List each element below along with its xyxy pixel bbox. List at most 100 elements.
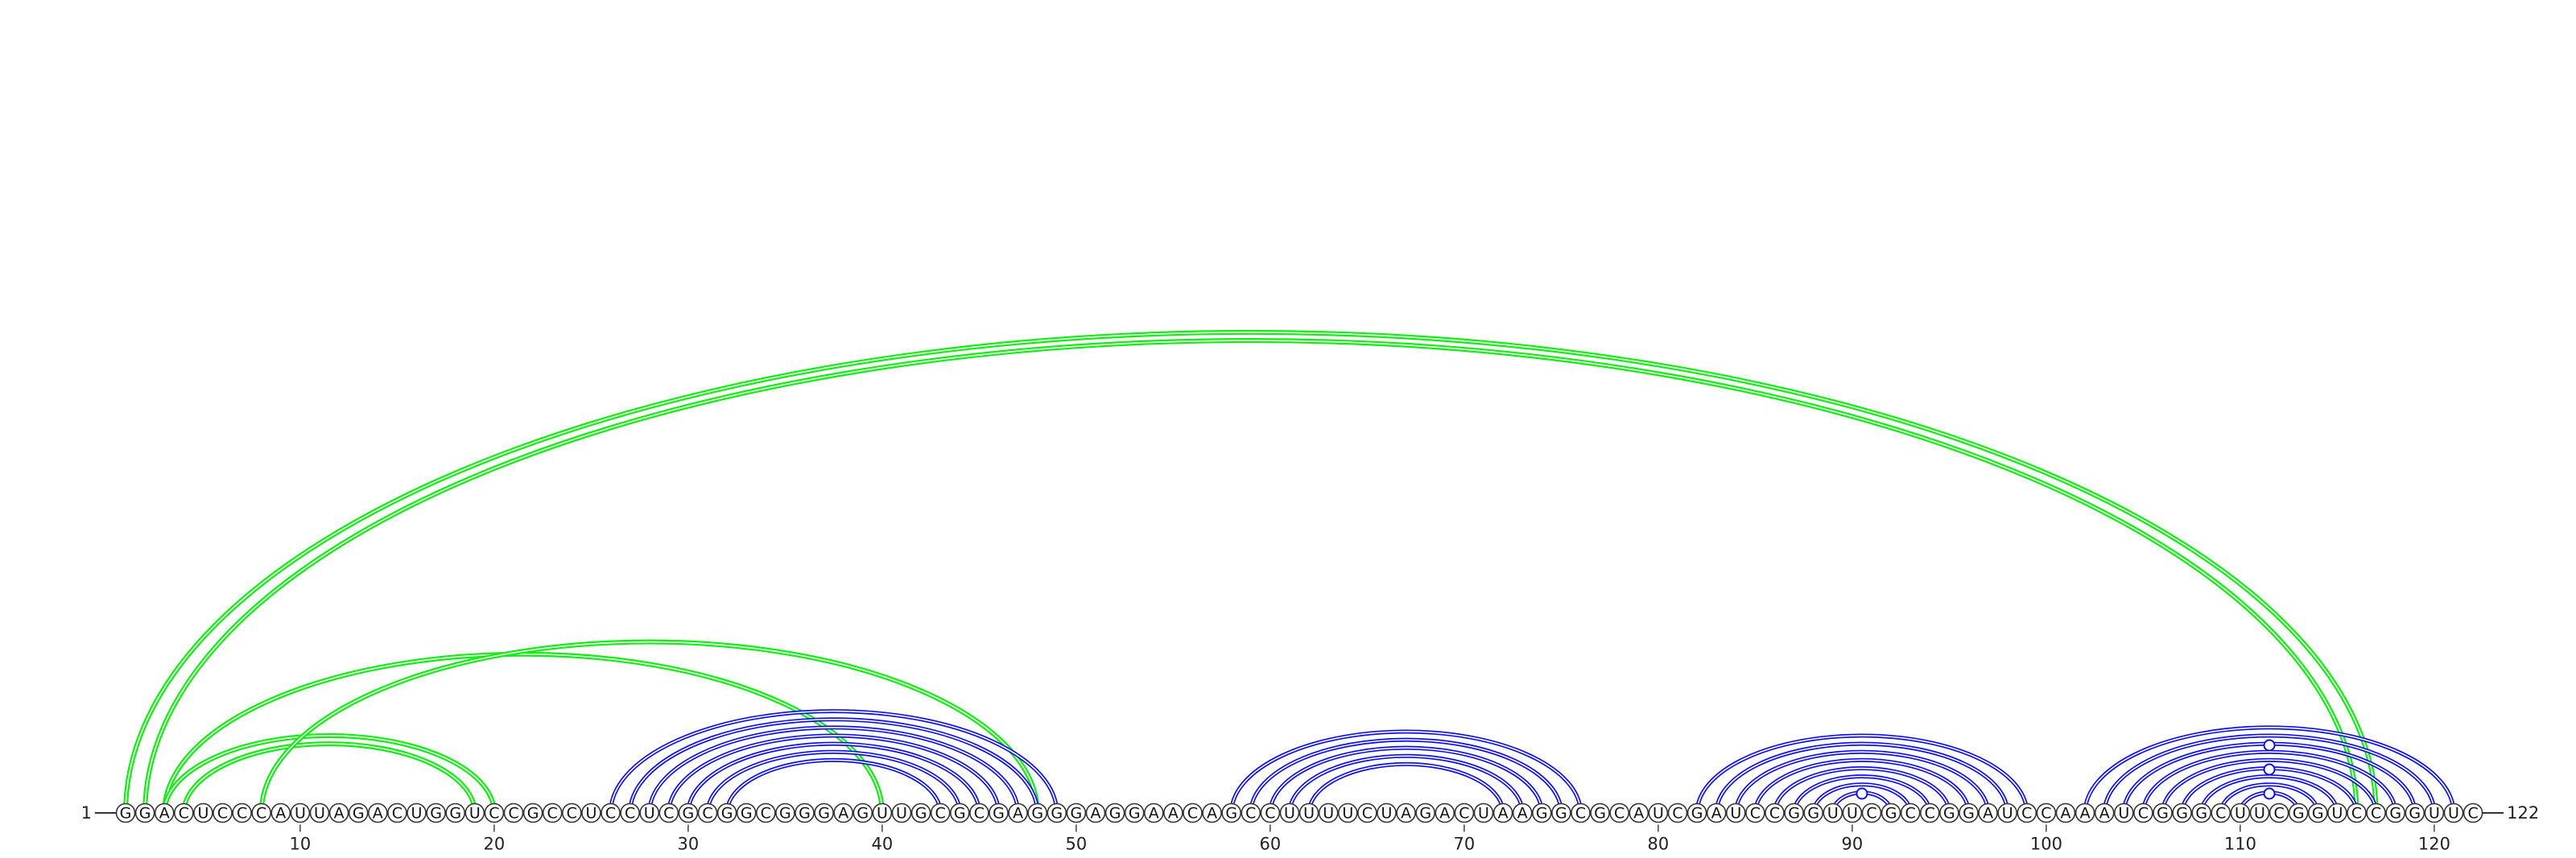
nucleotide-letter: C bbox=[237, 805, 247, 823]
tick-label: 60 bbox=[1260, 835, 1282, 854]
nucleotide-circle bbox=[290, 802, 311, 823]
nucleotide: C bbox=[2366, 802, 2386, 823]
nucleotide: A bbox=[367, 802, 388, 823]
nucleotide-letter: A bbox=[1168, 805, 1179, 823]
nucleotide: G bbox=[2385, 802, 2405, 823]
nucleotide: C bbox=[755, 802, 776, 823]
nucleotide-letter: C bbox=[1362, 805, 1373, 823]
nucleotide-circle bbox=[1298, 802, 1319, 823]
nucleotide-circle bbox=[2036, 802, 2057, 823]
nucleotide-letter: G bbox=[1807, 805, 1819, 823]
nucleotide-letter: G bbox=[1536, 805, 1548, 823]
nucleotide-circle bbox=[1027, 802, 1047, 823]
nucleotide-letter: U bbox=[2002, 805, 2013, 823]
nucleotide-letter: C bbox=[1614, 805, 1624, 823]
tick-label: 70 bbox=[1454, 835, 1476, 854]
base-pair-arc-inner bbox=[726, 759, 941, 814]
nucleotide-circle bbox=[930, 802, 951, 823]
nucleotide: C bbox=[2347, 802, 2367, 823]
nucleotide-letter: U bbox=[877, 805, 888, 823]
nucleotide: G bbox=[1590, 802, 1610, 823]
nucleotide-letter: G bbox=[1885, 805, 1897, 823]
nucleotide-circle bbox=[1959, 802, 1979, 823]
nucleotide-circle bbox=[891, 802, 912, 823]
nucleotide: G bbox=[1880, 802, 1901, 823]
nucleotide: A bbox=[1144, 802, 1164, 823]
nucleotide: G bbox=[2308, 802, 2328, 823]
nucleotide-letter: G bbox=[741, 805, 753, 823]
nucleotide-circle bbox=[2230, 802, 2251, 823]
nucleotide-circle bbox=[658, 802, 679, 823]
nucleotide-circle bbox=[1571, 802, 1591, 823]
nucleotide: U bbox=[1823, 802, 1843, 823]
nucleotide-circle bbox=[464, 802, 485, 823]
nucleotide: U bbox=[1377, 802, 1397, 823]
nucleotide-letter: A bbox=[1498, 805, 1509, 823]
nucleotide: U bbox=[193, 802, 213, 823]
nucleotide-letter: U bbox=[1323, 805, 1334, 823]
arc-marker-circle bbox=[2263, 739, 2276, 752]
nucleotide-circle bbox=[1338, 802, 1358, 823]
nucleotide-letter: A bbox=[1207, 805, 1217, 823]
nucleotide-letter: G bbox=[1225, 805, 1237, 823]
nucleotide: U bbox=[1298, 802, 1319, 823]
nucleotide: G bbox=[1686, 802, 1707, 823]
nucleotide-circle bbox=[852, 802, 873, 823]
nucleotide-circle bbox=[1551, 802, 1571, 823]
nucleotide-letter: A bbox=[1013, 805, 1023, 823]
nucleotide-circle bbox=[1008, 802, 1028, 823]
end-index-label: 122 bbox=[2507, 803, 2539, 823]
nucleotide-letter: A bbox=[1091, 805, 1101, 823]
nucleotide: A bbox=[270, 802, 291, 823]
nucleotide-letter: A bbox=[1711, 805, 1722, 823]
nucleotide-circle bbox=[1590, 802, 1610, 823]
nucleotide: A bbox=[328, 802, 349, 823]
base-pair-arc-inner bbox=[1696, 735, 2028, 814]
nucleotide-circle bbox=[1880, 802, 1901, 823]
base-pair-arc bbox=[1229, 729, 1583, 814]
tick-label: 20 bbox=[484, 835, 506, 854]
nucleotide-circle bbox=[736, 802, 757, 823]
nucleotide: G bbox=[2153, 802, 2173, 823]
nucleotide: C bbox=[697, 802, 718, 823]
nucleotide: U bbox=[309, 802, 330, 823]
nucleotide: A bbox=[2094, 802, 2115, 823]
nucleotide-letter: C bbox=[2273, 805, 2284, 823]
nucleotide-letter: A bbox=[1439, 805, 1450, 823]
nucleotide-letter: G bbox=[527, 805, 539, 823]
nucleotide-circle bbox=[795, 802, 815, 823]
nucleotide-circle bbox=[1183, 802, 1203, 823]
nucleotide-circle bbox=[2211, 802, 2231, 823]
nucleotide: G bbox=[115, 802, 136, 823]
nucleotide-circle bbox=[1920, 802, 1940, 823]
nucleotide-letter: G bbox=[799, 805, 811, 823]
nucleotide: G bbox=[1124, 802, 1145, 823]
nucleotide: U bbox=[1726, 802, 1746, 823]
nucleotide: G bbox=[775, 802, 795, 823]
nucleotide-letter: C bbox=[625, 805, 635, 823]
nucleotide-circle bbox=[1667, 802, 1688, 823]
nucleotide-circle bbox=[1765, 802, 1785, 823]
nucleotide-circle bbox=[426, 802, 446, 823]
nucleotide-circle bbox=[2114, 802, 2134, 823]
tick-label: 90 bbox=[1842, 835, 1864, 854]
arc-marker-circle bbox=[2263, 763, 2276, 776]
nucleotide: C bbox=[2133, 802, 2153, 823]
nucleotide-circle bbox=[2268, 802, 2289, 823]
nucleotide-letter: G bbox=[1129, 805, 1141, 823]
nucleotide-circle bbox=[1415, 802, 1435, 823]
nucleotide-circle bbox=[872, 802, 893, 823]
nucleotide-circle bbox=[193, 802, 213, 823]
nucleotide: G bbox=[1939, 802, 1959, 823]
nucleotide-circle bbox=[2094, 802, 2115, 823]
nucleotide-letter: G bbox=[818, 805, 830, 823]
arcs-layer bbox=[123, 329, 2456, 814]
nucleotide-letter: G bbox=[1943, 805, 1955, 823]
nucleotide-letter: G bbox=[353, 805, 365, 823]
nucleotide: G bbox=[348, 802, 369, 823]
nucleotide: U bbox=[1279, 802, 1300, 823]
nucleotide: G bbox=[1803, 802, 1823, 823]
nucleotide-circle bbox=[1473, 802, 1494, 823]
nucleotide-letter: U bbox=[1827, 805, 1839, 823]
